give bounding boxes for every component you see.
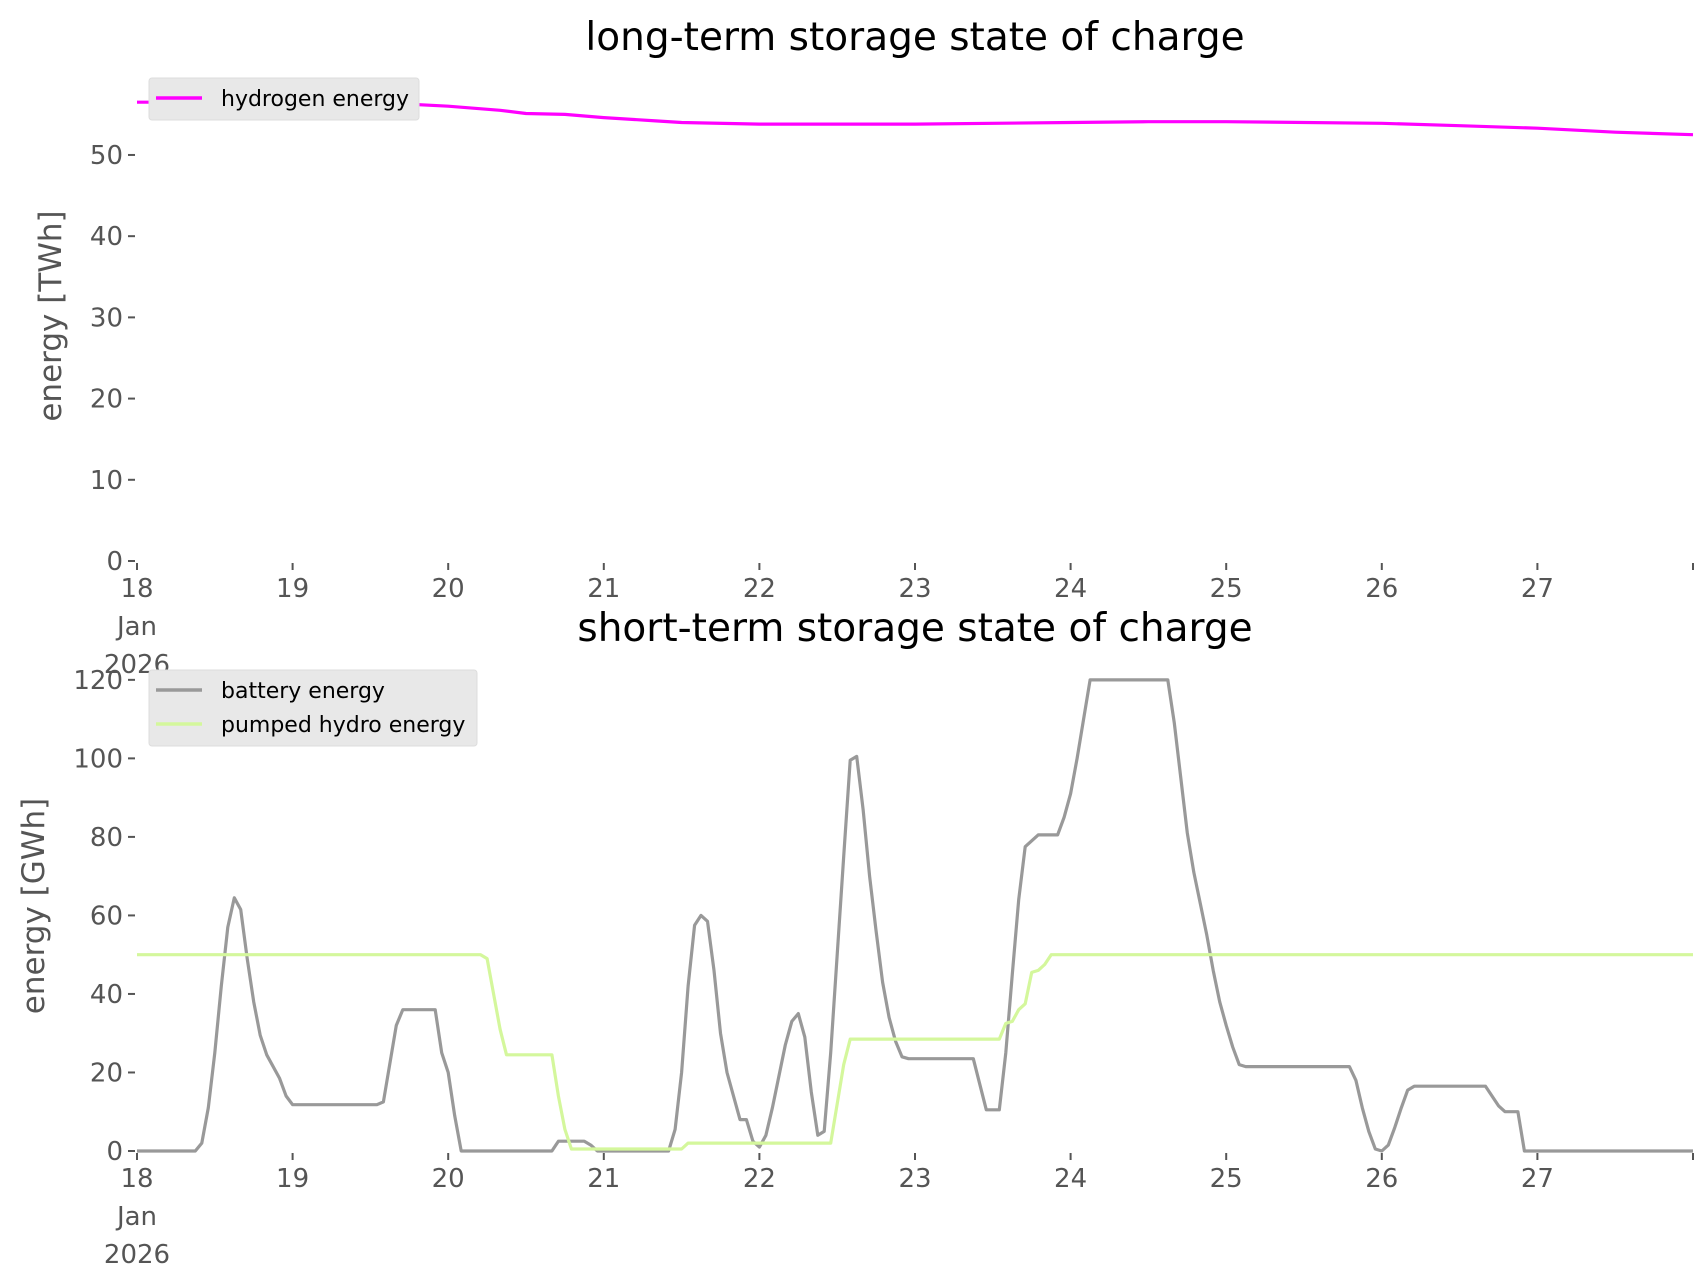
x-tick-label: 18 xyxy=(120,1164,153,1194)
legend-box xyxy=(148,669,478,747)
x-tick-label: 24 xyxy=(1054,574,1087,604)
x-tick-label: 21 xyxy=(587,574,620,604)
legend: hydrogen energy xyxy=(148,77,420,121)
y-tick-label: 20 xyxy=(90,1058,123,1088)
y-tick-label: 30 xyxy=(90,303,123,333)
y-axis-label: energy [GWh] xyxy=(16,798,52,1014)
y-tick-label: 80 xyxy=(90,823,123,853)
x-tick-label: 27 xyxy=(1521,1164,1554,1194)
y-tick-label: 0 xyxy=(106,1137,123,1167)
x-tick-label: 22 xyxy=(743,574,776,604)
series-line-1 xyxy=(137,953,1693,1151)
short-term-storage-panel: short-term storage state of charge energ… xyxy=(16,606,1694,1270)
x-tick-label: 20 xyxy=(432,1164,465,1194)
x-tick-label: 19 xyxy=(276,1164,309,1194)
x-tick-label: 18 xyxy=(120,574,153,604)
series-line-0 xyxy=(137,678,1693,1153)
legend-label: hydrogen energy xyxy=(221,87,409,112)
y-tick-label: 0 xyxy=(106,547,123,577)
legend-box xyxy=(148,77,420,121)
x-tick-label: 23 xyxy=(898,1164,931,1194)
axes: 0 20 40 60 80 100 120 18 Jan 2026 19 20 21 22 23 24 25 26… xyxy=(73,666,1694,1270)
y-tick-label: 120 xyxy=(73,666,123,696)
x-tick-label: 19 xyxy=(276,574,309,604)
y-tick-label: 20 xyxy=(90,385,123,415)
x-tick-sublabel: Jan xyxy=(115,1202,157,1232)
x-tick-label: 25 xyxy=(1210,1164,1243,1194)
x-tick-label: 20 xyxy=(432,574,465,604)
y-tick-label: 40 xyxy=(90,980,123,1010)
x-tick-label: 25 xyxy=(1210,574,1243,604)
x-tick-label: 23 xyxy=(898,574,931,604)
chart-title: short-term storage state of charge xyxy=(577,606,1252,651)
x-tick-label: 24 xyxy=(1054,1164,1087,1194)
x-tick-sublabel: Jan xyxy=(115,612,157,642)
legend-label: pumped hydro energy xyxy=(221,713,465,738)
y-tick-label: 60 xyxy=(90,901,123,931)
x-tick-sublabel: 2026 xyxy=(104,1240,170,1270)
y-tick-label: 50 xyxy=(90,141,123,171)
x-tick-label: 26 xyxy=(1365,574,1398,604)
y-tick-label: 40 xyxy=(90,222,123,252)
x-tick-label: 27 xyxy=(1521,574,1554,604)
chart-title: long-term storage state of charge xyxy=(585,15,1244,60)
x-tick-label: 26 xyxy=(1365,1164,1398,1194)
long-term-storage-panel: long-term storage state of charge energy… xyxy=(33,15,1694,680)
legend: battery energy pumped hydro energy xyxy=(148,669,478,747)
y-tick-label: 10 xyxy=(90,466,123,496)
x-tick-label: 21 xyxy=(587,1164,620,1194)
series-lines xyxy=(137,678,1693,1153)
y-axis-label: energy [TWh] xyxy=(33,210,69,421)
x-tick-label: 22 xyxy=(743,1164,776,1194)
legend-label: battery energy xyxy=(221,679,385,704)
y-tick-label: 100 xyxy=(73,744,123,774)
